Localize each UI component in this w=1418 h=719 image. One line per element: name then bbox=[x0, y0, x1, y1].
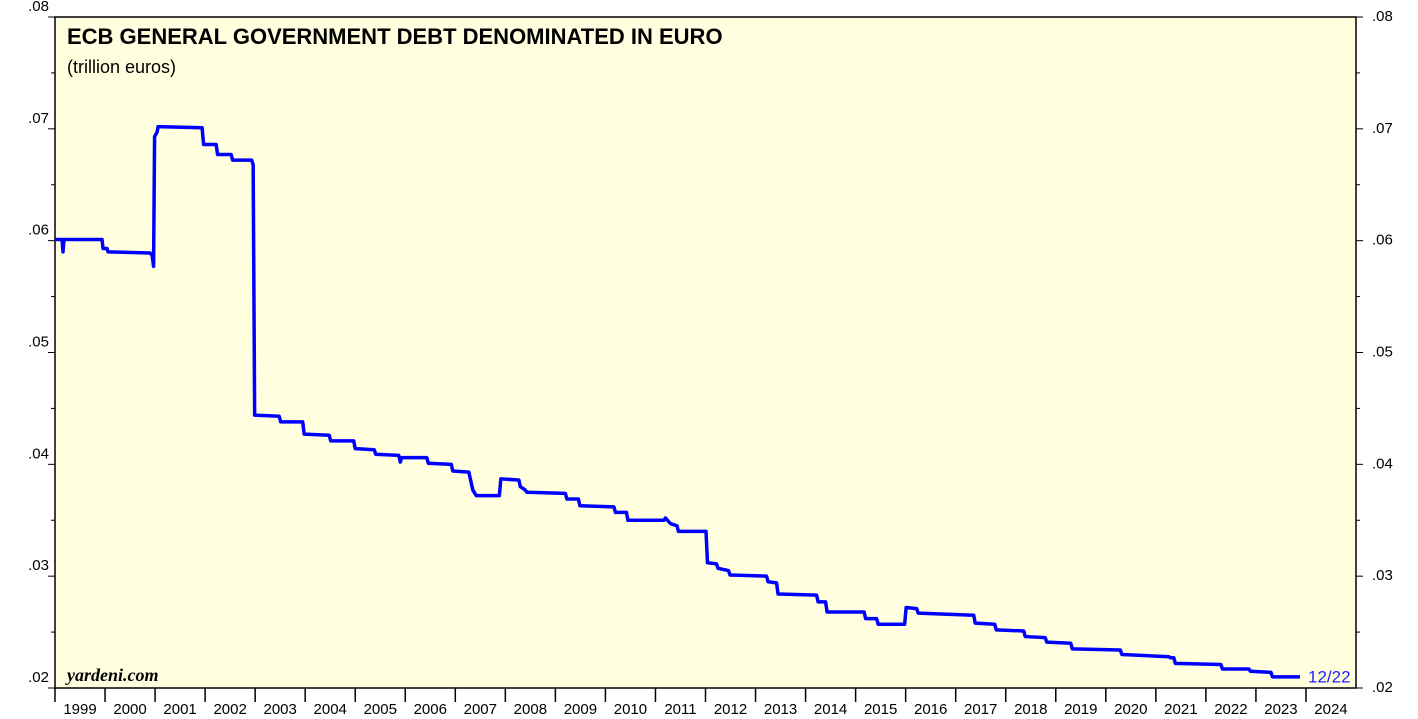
y2-tick-label: .06 bbox=[1372, 232, 1393, 249]
y2-tick-label: .02 bbox=[1372, 679, 1393, 696]
last-date-annotation: 12/22 bbox=[1308, 667, 1351, 686]
x-tick-label: 2003 bbox=[263, 701, 296, 718]
x-tick-label: 2022 bbox=[1214, 701, 1247, 718]
y-tick-label: .08 bbox=[28, 0, 49, 15]
x-tick-label: 2010 bbox=[614, 701, 647, 718]
y-tick-label: .06 bbox=[28, 222, 49, 239]
x-tick-label: 2020 bbox=[1114, 701, 1147, 718]
x-tick-label: 2000 bbox=[113, 701, 146, 718]
x-tick-label: 2014 bbox=[814, 701, 847, 718]
y2-tick-label: .03 bbox=[1372, 567, 1393, 584]
x-tick-label: 2012 bbox=[714, 701, 747, 718]
x-tick-label: 2024 bbox=[1314, 701, 1347, 718]
x-tick-label: 2015 bbox=[864, 701, 897, 718]
x-tick-label: 2001 bbox=[163, 701, 196, 718]
x-tick-label: 2004 bbox=[314, 701, 347, 718]
x-tick-label: 1999 bbox=[63, 701, 96, 718]
y2-tick-label: .07 bbox=[1372, 120, 1393, 137]
y-tick-label: .03 bbox=[28, 557, 49, 574]
x-tick-label: 2008 bbox=[514, 701, 547, 718]
x-tick-label: 2023 bbox=[1264, 701, 1297, 718]
x-tick-label: 2002 bbox=[213, 701, 246, 718]
y-tick-label: .05 bbox=[28, 333, 49, 350]
y2-tick-label: .05 bbox=[1372, 343, 1393, 360]
x-tick-label: 2007 bbox=[464, 701, 497, 718]
x-tick-label: 2018 bbox=[1014, 701, 1047, 718]
x-tick-label: 2021 bbox=[1164, 701, 1197, 718]
x-tick-label: 2016 bbox=[914, 701, 947, 718]
x-tick-label: 2019 bbox=[1064, 701, 1097, 718]
x-tick-label: 2006 bbox=[414, 701, 447, 718]
plot-area bbox=[54, 16, 1357, 689]
x-tick-label: 2005 bbox=[364, 701, 397, 718]
x-tick-label: 2017 bbox=[964, 701, 997, 718]
y2-tick-label: .04 bbox=[1372, 455, 1393, 472]
y-tick-label: .04 bbox=[28, 445, 49, 462]
data-line bbox=[55, 124, 1300, 679]
x-tick-label: 2013 bbox=[764, 701, 797, 718]
source-label: yardeni.com bbox=[65, 665, 159, 685]
x-tick-label: 2011 bbox=[664, 701, 696, 718]
x-tick-label: 2009 bbox=[564, 701, 597, 718]
y2-tick-label: .08 bbox=[1372, 8, 1393, 25]
y-tick-label: .02 bbox=[28, 669, 49, 686]
y-tick-label: .07 bbox=[28, 110, 49, 127]
chart-title: ECB GENERAL GOVERNMENT DEBT DENOMINATED … bbox=[67, 24, 723, 49]
chart-subtitle: (trillion euros) bbox=[67, 57, 176, 77]
